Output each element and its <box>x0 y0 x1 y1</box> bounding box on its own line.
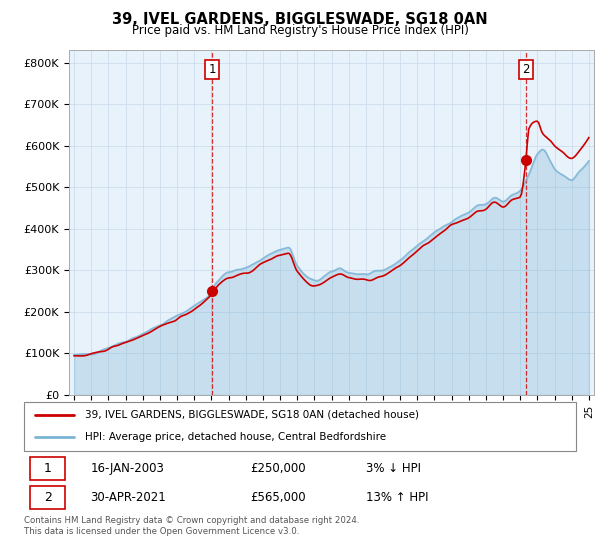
Text: 2: 2 <box>44 491 52 504</box>
Text: 16-JAN-2003: 16-JAN-2003 <box>90 462 164 475</box>
Bar <box>29 486 65 510</box>
Text: 1: 1 <box>208 63 216 76</box>
Text: 2: 2 <box>522 63 530 76</box>
Bar <box>29 456 65 480</box>
Text: Price paid vs. HM Land Registry's House Price Index (HPI): Price paid vs. HM Land Registry's House … <box>131 24 469 37</box>
Text: £250,000: £250,000 <box>250 462 306 475</box>
Text: 30-APR-2021: 30-APR-2021 <box>90 491 166 504</box>
Text: 39, IVEL GARDENS, BIGGLESWADE, SG18 0AN: 39, IVEL GARDENS, BIGGLESWADE, SG18 0AN <box>112 12 488 27</box>
Text: Contains HM Land Registry data © Crown copyright and database right 2024.
This d: Contains HM Land Registry data © Crown c… <box>24 516 359 536</box>
Text: £565,000: £565,000 <box>250 491 306 504</box>
Text: 3% ↓ HPI: 3% ↓ HPI <box>366 462 421 475</box>
Text: 1: 1 <box>44 462 52 475</box>
Text: 13% ↑ HPI: 13% ↑ HPI <box>366 491 429 504</box>
Text: 39, IVEL GARDENS, BIGGLESWADE, SG18 0AN (detached house): 39, IVEL GARDENS, BIGGLESWADE, SG18 0AN … <box>85 410 419 420</box>
Text: HPI: Average price, detached house, Central Bedfordshire: HPI: Average price, detached house, Cent… <box>85 432 386 442</box>
